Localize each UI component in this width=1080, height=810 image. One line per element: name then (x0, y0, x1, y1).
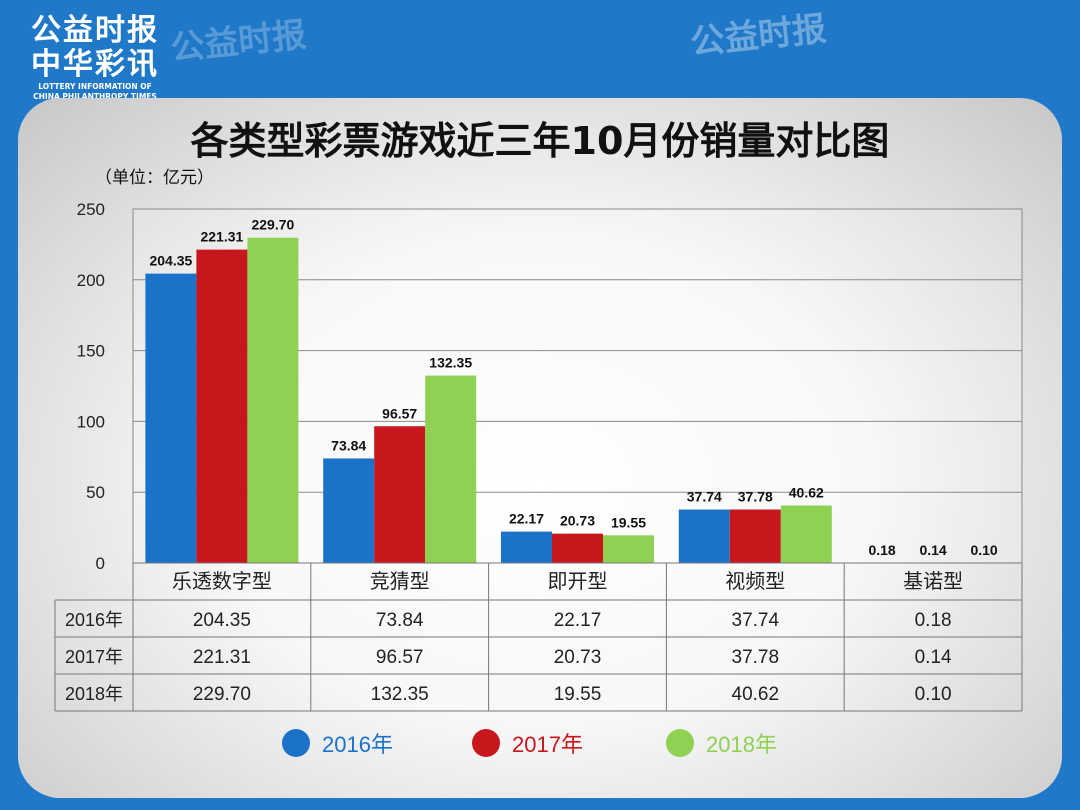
unit-label: （单位：亿元） (95, 168, 214, 188)
bar (374, 426, 426, 563)
data-label: 37.74 (687, 489, 722, 505)
category-label: 视频型 (725, 569, 785, 593)
category-label: 即开型 (548, 569, 608, 593)
bar (196, 249, 248, 563)
bar (425, 375, 477, 563)
bar (552, 533, 603, 563)
data-label: 37.78 (738, 489, 773, 505)
table-cell: 0.18 (915, 610, 952, 631)
data-label: 73.84 (331, 437, 366, 453)
y-tick-label: 50 (86, 483, 105, 502)
category-label: 竞猜型 (370, 569, 430, 593)
bar (145, 273, 197, 563)
legend-item: 2017年 (472, 726, 583, 760)
table-cell: 73.84 (376, 610, 424, 631)
table-cell: 221.31 (193, 647, 251, 668)
legend-swatch (472, 729, 500, 757)
legend-label: 2016年 (322, 732, 393, 757)
data-label: 0.14 (919, 542, 946, 558)
data-label: 0.10 (970, 542, 997, 558)
table-cell: 0.14 (915, 647, 952, 668)
y-tick-label: 100 (77, 412, 105, 431)
legend-item: 2018年 (666, 726, 777, 760)
bar (678, 509, 730, 563)
data-label: 40.62 (789, 484, 824, 500)
table-row-header: 2018年 (65, 684, 123, 704)
bar (780, 505, 832, 563)
brand-logo: 公益时报 中华彩讯 LOTTERY INFORMATION OF CHINA P… (20, 14, 170, 102)
table-cell: 22.17 (554, 610, 602, 631)
data-label: 229.70 (251, 217, 294, 233)
category-label: 基诺型 (903, 569, 963, 593)
data-label: 19.55 (611, 514, 646, 530)
brand-line-1: 公益时报 (31, 13, 159, 48)
brand-line-2: 中华彩讯 (31, 47, 159, 82)
data-label: 22.17 (509, 511, 544, 527)
legend-item: 2016年 (282, 726, 393, 760)
bar (501, 531, 552, 563)
table-cell: 37.78 (732, 647, 780, 668)
category-label: 乐透数字型 (172, 569, 272, 593)
bar (323, 458, 375, 563)
legend-swatch (282, 729, 310, 757)
data-label: 96.57 (382, 405, 417, 421)
data-label: 20.73 (560, 513, 595, 529)
y-tick-label: 0 (96, 554, 105, 573)
bar (729, 509, 781, 563)
chart-title: 各类型彩票游戏近三年10月份销量对比图 (190, 119, 890, 163)
table-cell: 96.57 (376, 647, 424, 668)
data-label: 221.31 (200, 229, 243, 245)
data-label: 0.18 (868, 542, 895, 558)
bar (603, 535, 654, 563)
table-cell: 37.74 (732, 610, 780, 631)
legend: 2016年 2017年 2018年 (0, 726, 1080, 760)
table-row-header: 2017年 (65, 647, 123, 667)
table-cell: 40.62 (732, 684, 780, 705)
y-tick-label: 150 (77, 342, 105, 361)
y-tick-label: 200 (77, 271, 105, 290)
table-cell: 204.35 (193, 610, 251, 631)
bar (247, 237, 299, 563)
legend-swatch (666, 729, 694, 757)
legend-label: 2018年 (706, 732, 777, 757)
data-label: 132.35 (429, 355, 472, 371)
table-cell: 132.35 (371, 684, 429, 705)
table-cell: 0.10 (915, 684, 952, 705)
table-cell: 20.73 (554, 647, 602, 668)
y-tick-label: 250 (77, 200, 105, 219)
table-cell: 19.55 (554, 684, 602, 705)
table-row-header: 2016年 (65, 610, 123, 630)
brand-line-3: LOTTERY INFORMATION OF (38, 82, 152, 91)
table-cell: 229.70 (193, 684, 251, 705)
data-label: 204.35 (149, 253, 192, 269)
legend-label: 2017年 (512, 732, 583, 757)
brand-line-4: CHINA PHILANTHROPY TIMES (33, 92, 157, 101)
